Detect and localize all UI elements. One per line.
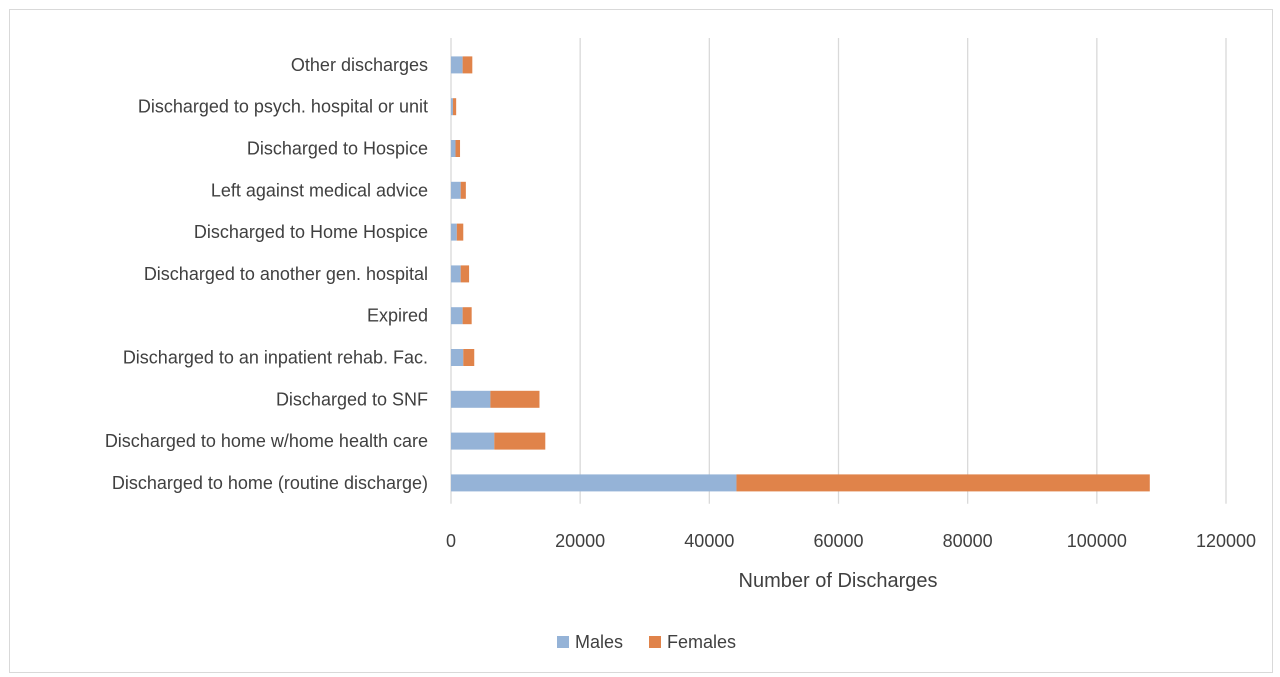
bar-females bbox=[455, 140, 461, 157]
category-label: Other discharges bbox=[291, 55, 428, 75]
bar-males bbox=[451, 349, 464, 366]
x-tick-label: 20000 bbox=[555, 531, 605, 551]
bar-females bbox=[736, 474, 1150, 492]
bar-females bbox=[456, 223, 464, 241]
x-axis-title: Number of Discharges bbox=[739, 570, 938, 592]
category-label: Discharged to home (routine discharge) bbox=[112, 473, 428, 493]
bars bbox=[451, 56, 1150, 492]
x-tick-label: 100000 bbox=[1067, 531, 1127, 551]
bar-females bbox=[460, 265, 470, 283]
chart-frame bbox=[9, 9, 1273, 673]
legend-swatch-males bbox=[557, 636, 569, 648]
bar-females bbox=[452, 98, 457, 116]
bar-females bbox=[462, 307, 472, 325]
legend: Males Females bbox=[557, 632, 736, 652]
bar-males bbox=[451, 432, 495, 450]
bar-males bbox=[451, 56, 463, 74]
bar-females bbox=[462, 56, 473, 74]
category-label: Discharged to SNF bbox=[276, 389, 428, 409]
x-tick-label: 0 bbox=[446, 531, 456, 551]
bar-females bbox=[494, 432, 546, 450]
gridlines bbox=[450, 38, 1227, 504]
legend-swatch-females bbox=[649, 636, 661, 648]
category-label: Discharged to Hospice bbox=[247, 139, 428, 159]
category-labels: Discharged to home (routine discharge) Di… bbox=[105, 55, 428, 493]
bar-females bbox=[463, 349, 475, 366]
bar-males bbox=[451, 98, 453, 116]
category-label: Discharged to an inpatient rehab. Fac. bbox=[123, 348, 428, 368]
bar-males bbox=[451, 265, 461, 283]
category-label: Expired bbox=[367, 306, 428, 326]
legend-label-males: Males bbox=[575, 632, 623, 652]
bar-males bbox=[451, 181, 461, 199]
category-label: Discharged to home w/home health care bbox=[105, 431, 428, 451]
x-tick-label: 120000 bbox=[1196, 531, 1256, 551]
bar-males bbox=[451, 140, 456, 157]
bar-males bbox=[451, 474, 737, 492]
category-label: Discharged to another gen. hospital bbox=[144, 264, 428, 284]
category-label: Left against medical advice bbox=[211, 180, 428, 200]
x-tick-labels: 0 20000 40000 60000 80000 100000 120000 bbox=[446, 531, 1256, 551]
bar-females bbox=[490, 390, 540, 408]
x-tick-label: 60000 bbox=[813, 531, 863, 551]
bar-males bbox=[451, 390, 491, 408]
x-tick-label: 40000 bbox=[684, 531, 734, 551]
category-label: Discharged to psych. hospital or unit bbox=[138, 97, 428, 117]
bar-males bbox=[451, 307, 463, 325]
category-label: Discharged to Home Hospice bbox=[194, 222, 428, 242]
bar-males bbox=[451, 223, 457, 241]
legend-label-females: Females bbox=[667, 632, 736, 652]
x-tick-label: 80000 bbox=[943, 531, 993, 551]
bar-females bbox=[460, 181, 466, 199]
